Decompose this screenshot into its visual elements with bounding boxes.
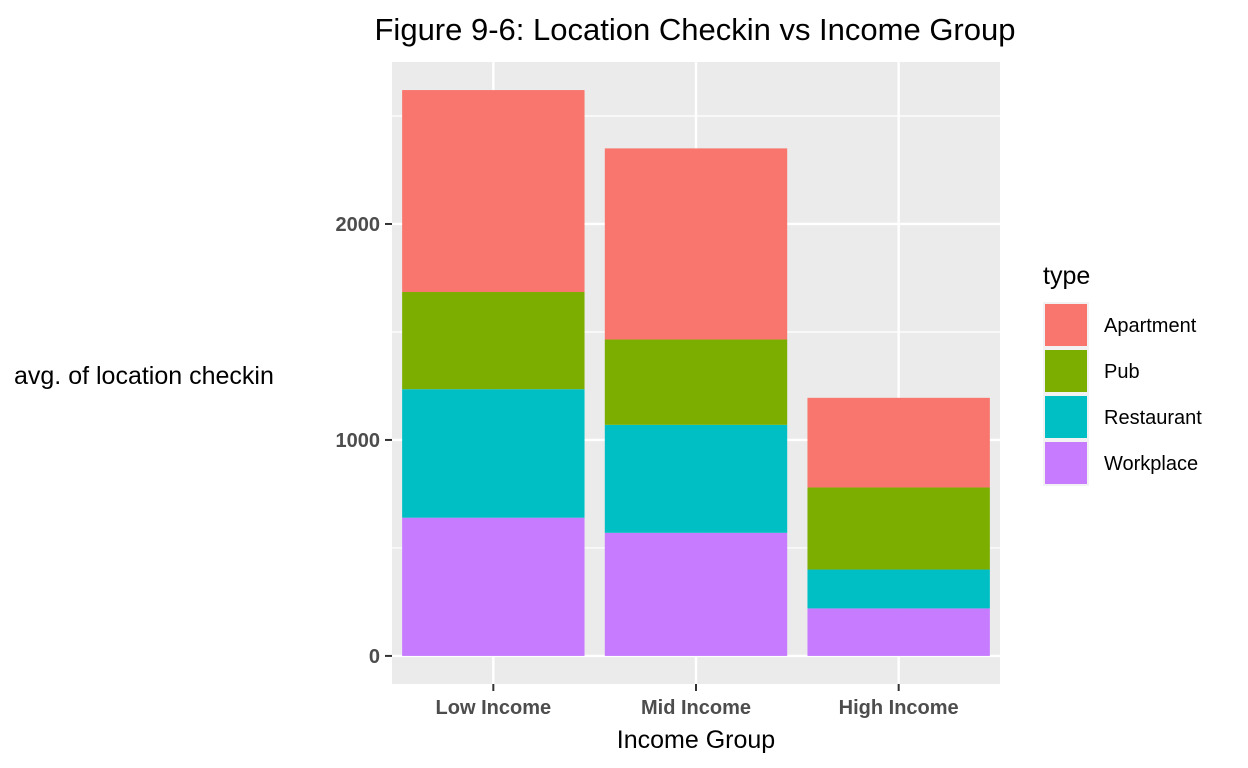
legend-title: type	[1043, 262, 1090, 290]
x-tick-label: Low Income	[436, 697, 552, 719]
x-axis-title: Income Group	[617, 726, 775, 754]
bar-pub-mid-income	[604, 339, 788, 425]
legend-label-apartment: Apartment	[1104, 315, 1197, 337]
bar-pub-low-income	[402, 292, 585, 390]
x-tick-label: Mid Income	[641, 697, 751, 719]
chart-title: Figure 9-6: Location Checkin vs Income G…	[375, 12, 1016, 47]
bar-apartment-mid-income	[604, 148, 788, 340]
bar-apartment-high-income	[807, 397, 990, 488]
bar-restaurant-low-income	[402, 389, 585, 518]
legend-label-pub: Pub	[1104, 361, 1140, 383]
legend-label-workplace: Workplace	[1104, 453, 1198, 475]
legend-swatch-apartment	[1045, 304, 1087, 346]
legend-label-restaurant: Restaurant	[1104, 407, 1202, 429]
legend-swatch-workplace	[1045, 442, 1087, 484]
bar-workplace-high-income	[807, 608, 990, 656]
bar-pub-high-income	[807, 487, 990, 570]
bar-restaurant-mid-income	[604, 424, 788, 533]
y-tick-label: 2000	[336, 214, 381, 236]
y-tick-label: 0	[369, 646, 380, 668]
bar-workplace-low-income	[402, 517, 585, 656]
bar-workplace-mid-income	[604, 532, 788, 656]
legend-items: Apartment Pub Restaurant Workplace	[1043, 302, 1202, 486]
y-axis-title: avg. of location checkin	[14, 362, 274, 390]
legend: type Apartment Pub Restaurant Workplace	[1043, 262, 1202, 486]
y-tick-label: 1000	[336, 430, 381, 452]
legend-swatch-restaurant	[1045, 396, 1087, 438]
bars-layer	[402, 90, 990, 656]
axis-layer: 0 1000 2000 Low Income Mid Income High Income	[336, 214, 959, 719]
x-tick-label: High Income	[839, 697, 959, 719]
bar-restaurant-high-income	[807, 569, 990, 609]
legend-swatch-pub	[1045, 350, 1087, 392]
bar-apartment-low-income	[402, 90, 585, 293]
